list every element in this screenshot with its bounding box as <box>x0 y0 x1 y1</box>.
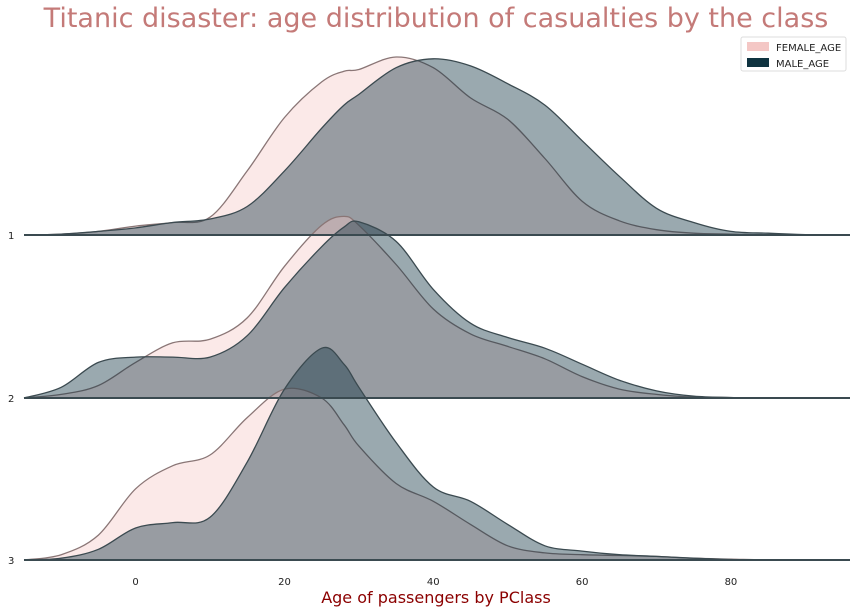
x-tick-60: 60 <box>576 577 589 588</box>
ridge-area-row2-male_age <box>24 221 850 399</box>
ridge-area-row2-female_age <box>24 216 850 399</box>
row-label-2: 2 <box>8 394 14 405</box>
ridges-group <box>23 56 851 561</box>
ridge-area-row1-male_age <box>24 58 850 235</box>
legend-label-female: FEMALE_AGE <box>776 43 841 54</box>
baselines-group <box>24 234 850 561</box>
ridge-area-row3-male_age <box>24 347 850 561</box>
x-tick-80: 80 <box>725 577 738 588</box>
x-tick-20: 20 <box>278 577 291 588</box>
chart-title: Titanic disaster: age distribution of ca… <box>43 3 829 34</box>
ridge-area-row1-female_age <box>24 56 850 236</box>
legend: FEMALE_AGE MALE_AGE <box>740 36 847 72</box>
row-label-1: 1 <box>8 231 14 242</box>
ridge-line-row3-male_age <box>23 346 850 561</box>
row-labels-group: 1 2 3 <box>8 231 14 567</box>
legend-swatch-male <box>747 58 769 67</box>
x-tick-40: 40 <box>427 577 440 588</box>
row-label-3: 3 <box>8 556 14 567</box>
ridge-area-row3-female_age <box>24 388 850 561</box>
legend-swatch-female <box>747 42 769 51</box>
legend-label-male: MALE_AGE <box>776 59 829 70</box>
ridge-line-row2-male_age <box>23 220 850 399</box>
x-tick-0: 0 <box>132 577 138 588</box>
x-axis-label: Age of passengers by PClass <box>321 588 551 607</box>
ridge-line-row1-male_age <box>23 58 851 236</box>
x-ticks-group: 0 20 40 60 80 <box>132 577 737 588</box>
